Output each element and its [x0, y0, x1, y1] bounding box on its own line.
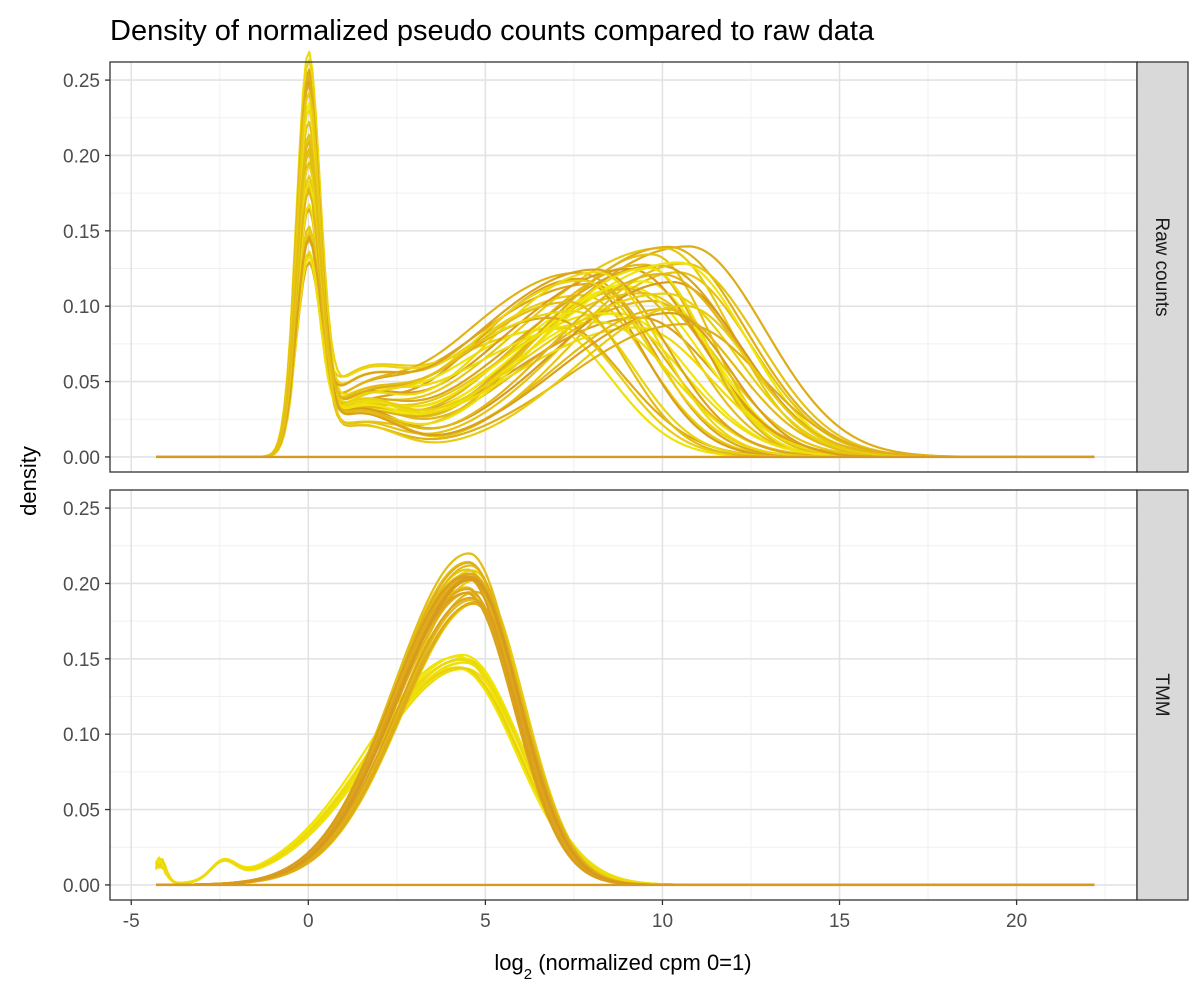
- grid-lines: [110, 62, 1137, 472]
- y-tick-label: 0.05: [63, 373, 100, 394]
- chart-title: Density of normalized pseudo counts comp…: [110, 15, 875, 47]
- x-axis-title-rest: (normalized cpm 0=1): [532, 950, 751, 975]
- strip-label-tmm: TMM: [1151, 673, 1172, 716]
- x-tick-label: -5: [123, 911, 140, 932]
- y-tick-label: 0.25: [63, 499, 100, 520]
- panel-raw-counts: 0.00 0.05 0.10 0.15 0.20 0.25 Raw counts: [63, 50, 1189, 473]
- x-tick-label: 0: [303, 911, 314, 932]
- y-tick-label: 0.00: [63, 448, 100, 469]
- panel-background: [110, 490, 1137, 900]
- density-curves: [154, 552, 1095, 887]
- y-tick-label: 0.15: [63, 222, 100, 243]
- y-tick-label: 0.15: [63, 650, 100, 671]
- x-tick-label: 5: [480, 911, 491, 932]
- y-tick-label: 0.00: [63, 876, 100, 897]
- y-tick-label: 0.20: [63, 146, 100, 167]
- x-tick-label: 20: [1006, 911, 1027, 932]
- strip-label-raw-counts: Raw counts: [1151, 217, 1172, 316]
- y-axis-title: density: [16, 446, 41, 516]
- x-axis-title-prefix: log: [494, 950, 523, 975]
- y-tick-label: 0.10: [63, 297, 100, 318]
- y-tick-label: 0.10: [63, 725, 100, 746]
- x-axis-title-subscript: 2: [524, 966, 532, 983]
- x-axis: -5 0 5 10 15 20: [123, 900, 1027, 932]
- strip-background: [1136, 489, 1189, 901]
- x-tick-label: 15: [829, 911, 850, 932]
- panel-tmm: 0.00 0.05 0.10 0.15 0.20 0.25 TMM: [63, 489, 1189, 901]
- x-axis-title: log2 (normalized cpm 0=1): [494, 950, 751, 983]
- y-tick-labels: 0.00 0.05 0.10 0.15 0.20 0.25: [63, 71, 110, 469]
- density-curves: [156, 50, 1095, 459]
- y-tick-label: 0.25: [63, 71, 100, 92]
- x-tick-label: 10: [652, 911, 673, 932]
- y-tick-labels: 0.00 0.05 0.10 0.15 0.20 0.25: [63, 499, 110, 897]
- y-tick-label: 0.20: [63, 574, 100, 595]
- y-tick-label: 0.05: [63, 801, 100, 822]
- strip-background: [1136, 61, 1189, 473]
